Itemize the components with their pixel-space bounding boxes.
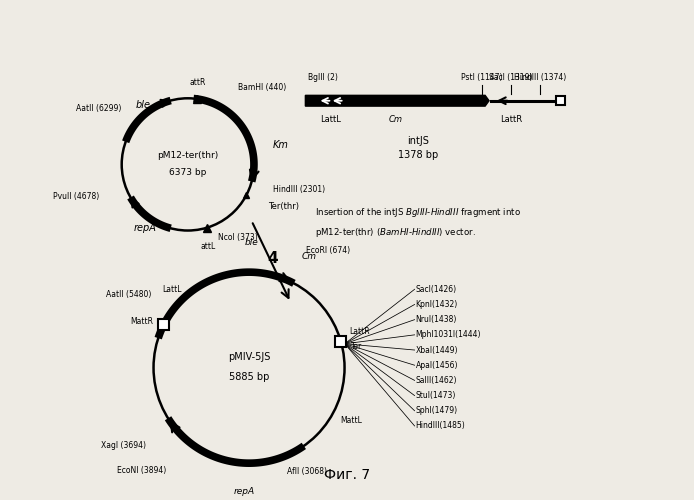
Text: repA: repA bbox=[234, 487, 255, 496]
Text: XagI (3694): XagI (3694) bbox=[101, 441, 146, 450]
Text: 6373 bp: 6373 bp bbox=[169, 168, 207, 176]
Text: Ter: Ter bbox=[350, 342, 362, 350]
Text: StuI(1473): StuI(1473) bbox=[416, 391, 456, 400]
Text: attR: attR bbox=[189, 78, 205, 87]
Text: LattR: LattR bbox=[350, 327, 371, 336]
Text: EcoNI (3894): EcoNI (3894) bbox=[117, 466, 166, 475]
Text: MattR: MattR bbox=[130, 318, 153, 326]
Text: Cm: Cm bbox=[302, 252, 316, 260]
Text: Km: Km bbox=[273, 140, 288, 149]
Text: HindIII(1485): HindIII(1485) bbox=[416, 422, 465, 430]
Bar bbox=[556, 96, 565, 105]
Text: HindIII (2301): HindIII (2301) bbox=[273, 185, 325, 194]
Text: MphI1031I(1444): MphI1031I(1444) bbox=[416, 330, 481, 340]
Text: Cm: Cm bbox=[389, 116, 403, 124]
Text: BamHI (440): BamHI (440) bbox=[237, 84, 286, 92]
Text: attL: attL bbox=[201, 242, 216, 250]
Text: Ter(thr): Ter(thr) bbox=[269, 202, 299, 210]
Text: LattR: LattR bbox=[500, 116, 522, 124]
Text: NruI(1438): NruI(1438) bbox=[416, 315, 457, 324]
Text: ApaI(1456): ApaI(1456) bbox=[416, 360, 458, 370]
Text: KpnI(1432): KpnI(1432) bbox=[416, 300, 458, 309]
Text: Фиг. 7: Фиг. 7 bbox=[324, 468, 370, 482]
Text: ble: ble bbox=[244, 238, 258, 248]
Text: 4: 4 bbox=[267, 251, 278, 266]
Bar bbox=[335, 336, 346, 347]
Text: LattL: LattL bbox=[162, 286, 181, 294]
Text: SalII(1462): SalII(1462) bbox=[416, 376, 457, 385]
Text: XbaI(1449): XbaI(1449) bbox=[416, 346, 458, 354]
Text: AatII (6299): AatII (6299) bbox=[76, 104, 121, 113]
Bar bbox=[158, 320, 169, 330]
Text: LattL: LattL bbox=[321, 116, 341, 124]
Text: NcoI (373): NcoI (373) bbox=[218, 233, 258, 242]
Text: ble: ble bbox=[135, 100, 150, 110]
Text: PvuII (4678): PvuII (4678) bbox=[53, 192, 100, 201]
Text: pM12-ter(thr): pM12-ter(thr) bbox=[158, 151, 219, 160]
Text: AfII (3068): AfII (3068) bbox=[287, 467, 327, 476]
Text: MattL: MattL bbox=[341, 416, 362, 425]
Text: pM12-ter(thr) ($BamHI$-$HindIII$) vector.: pM12-ter(thr) ($BamHI$-$HindIII$) vector… bbox=[315, 226, 476, 238]
Text: SphI(1479): SphI(1479) bbox=[416, 406, 458, 416]
Text: SacI(1426): SacI(1426) bbox=[416, 285, 457, 294]
Text: repA: repA bbox=[134, 223, 157, 233]
Text: AatII (5480): AatII (5480) bbox=[106, 290, 151, 298]
Text: EcoRI (674): EcoRI (674) bbox=[306, 246, 350, 256]
Text: PstI (1147): PstI (1147) bbox=[461, 73, 502, 82]
Text: intJS: intJS bbox=[407, 136, 429, 146]
Text: HindIII (1374): HindIII (1374) bbox=[514, 73, 566, 82]
Text: SacI (1319): SacI (1319) bbox=[489, 73, 533, 82]
FancyArrow shape bbox=[305, 96, 489, 106]
Text: pMIV-5JS: pMIV-5JS bbox=[228, 352, 270, 362]
Text: 1378 bp: 1378 bp bbox=[398, 150, 438, 160]
Text: 5885 bp: 5885 bp bbox=[229, 372, 269, 382]
Text: Insertion of the intJS $BglIII$-$HindIII$ fragment into: Insertion of the intJS $BglIII$-$HindIII… bbox=[315, 206, 521, 219]
Text: BglII (2): BglII (2) bbox=[308, 73, 338, 82]
